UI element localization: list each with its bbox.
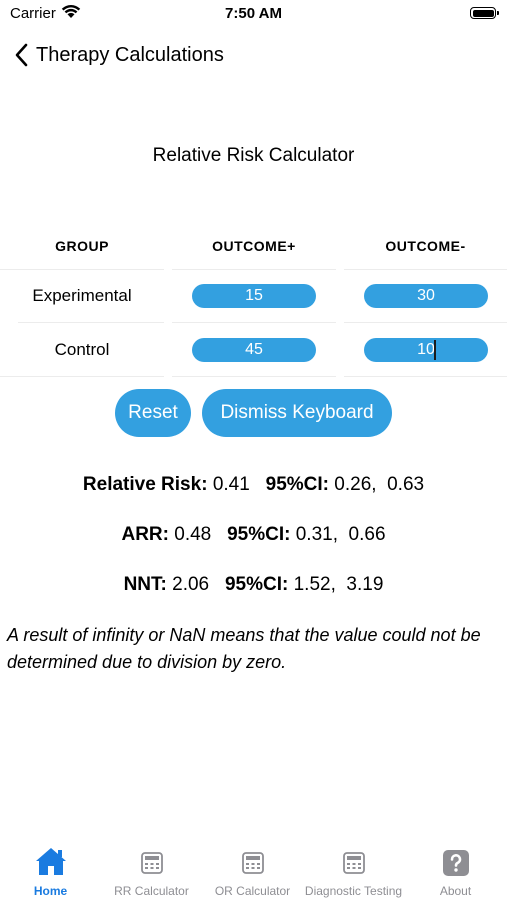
arr-label: ARR:: [121, 524, 169, 545]
rr-ci-label: 95%CI:: [265, 474, 329, 495]
divider: [172, 376, 336, 377]
nnt-label: NNT:: [123, 574, 167, 595]
status-bar: Carrier 7:50 AM: [0, 0, 507, 28]
nnt-result: NNT: 2.06 95%CI: 1.52, 3.19: [0, 574, 507, 596]
row-label-experimental: Experimental: [32, 286, 132, 305]
arr-ci-value: 0.31, 0.66: [295, 524, 386, 545]
navigation-bar: Therapy Calculations: [0, 34, 507, 74]
reset-button[interactable]: Reset: [115, 389, 191, 437]
divider: [0, 269, 164, 270]
tab-rr-calculator[interactable]: RR Calculator: [101, 838, 202, 900]
divider: [344, 322, 507, 323]
rr-label: Relative Risk:: [82, 474, 208, 495]
infinity-nan-note: A result of infinity or NaN means that t…: [7, 625, 481, 672]
tab-label-or: OR Calculator: [214, 884, 291, 898]
divider: [172, 269, 336, 270]
calculator-icon: [342, 852, 365, 874]
control-outcome-negative-input[interactable]: [364, 338, 488, 362]
page-title: Therapy Calculations: [36, 43, 224, 66]
divider: [172, 322, 336, 323]
text-cursor: [434, 340, 436, 360]
calculator-icon: [241, 852, 264, 874]
tab-home[interactable]: Home: [0, 838, 101, 900]
battery-icon: [470, 7, 499, 19]
arr-value: 0.48: [174, 524, 212, 545]
tab-about[interactable]: About: [404, 838, 507, 900]
back-button[interactable]: Therapy Calculations: [14, 40, 224, 70]
nnt-ci-value: 1.52, 3.19: [293, 574, 384, 595]
chevron-left-icon: [15, 43, 28, 67]
divider: [18, 322, 164, 323]
experimental-outcome-positive-input[interactable]: [192, 284, 316, 308]
divider: [0, 376, 164, 377]
wifi-icon: [61, 4, 81, 18]
tab-label-diagnostic: Diagnostic Testing: [304, 884, 403, 898]
nnt-value: 2.06: [172, 574, 210, 595]
control-outcome-positive-input[interactable]: [192, 338, 316, 362]
tab-bar: Home RR Calculator OR Calculator Diagnos…: [0, 838, 507, 900]
tab-label-about: About: [439, 884, 472, 898]
tab-diagnostic-testing[interactable]: Diagnostic Testing: [303, 838, 404, 900]
dismiss-keyboard-button[interactable]: Dismiss Keyboard: [202, 389, 392, 437]
header-group: GROUP: [55, 238, 109, 254]
experimental-outcome-negative-input[interactable]: [364, 284, 488, 308]
nnt-ci-label: 95%CI:: [224, 574, 289, 595]
row-label-control: Control: [54, 340, 110, 359]
calculator-title: Relative Risk Calculator: [152, 145, 355, 166]
calculator-icon: [140, 852, 163, 874]
header-outcome-positive: OUTCOME+: [212, 238, 296, 254]
status-time: 7:50 AM: [225, 5, 282, 22]
rr-value: 0.41: [212, 474, 250, 495]
header-outcome-negative: OUTCOME-: [385, 238, 466, 254]
carrier-label: Carrier: [10, 5, 56, 22]
question-mark-icon: [442, 850, 469, 876]
tab-label-home: Home: [33, 884, 68, 898]
house-icon: [35, 848, 66, 875]
arr-ci-label: 95%CI:: [227, 524, 291, 545]
relative-risk-result: Relative Risk: 0.41 95%CI: 0.26, 0.63: [0, 474, 507, 496]
divider: [344, 376, 507, 377]
divider: [344, 269, 507, 270]
arr-result: ARR: 0.48 95%CI: 0.31, 0.66: [0, 524, 507, 546]
tab-label-rr: RR Calculator: [114, 884, 189, 898]
rr-ci-value: 0.26, 0.63: [334, 474, 425, 495]
tab-or-calculator[interactable]: OR Calculator: [202, 838, 303, 900]
